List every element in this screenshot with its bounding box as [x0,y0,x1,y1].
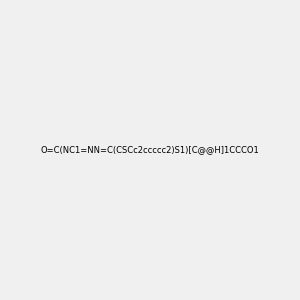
Text: O=C(NC1=NN=C(CSCc2ccccc2)S1)[C@@H]1CCCO1: O=C(NC1=NN=C(CSCc2ccccc2)S1)[C@@H]1CCCO1 [40,146,260,154]
